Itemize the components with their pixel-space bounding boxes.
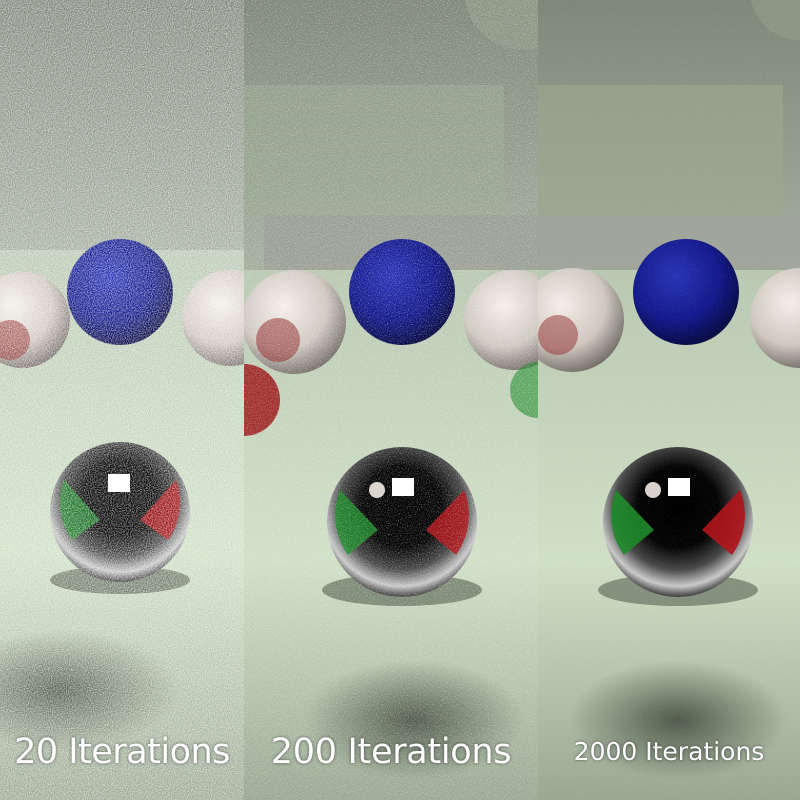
caption-200-iterations: 200 Iterations xyxy=(270,732,512,772)
render-panel-200-iterations xyxy=(244,0,538,800)
render-panel-2000-iterations xyxy=(538,0,800,800)
caption-20-iterations: 20 Iterations xyxy=(14,732,230,772)
render-panel-20-iterations xyxy=(0,0,244,800)
caption-2000-iterations: 2000 Iterations xyxy=(573,737,765,766)
